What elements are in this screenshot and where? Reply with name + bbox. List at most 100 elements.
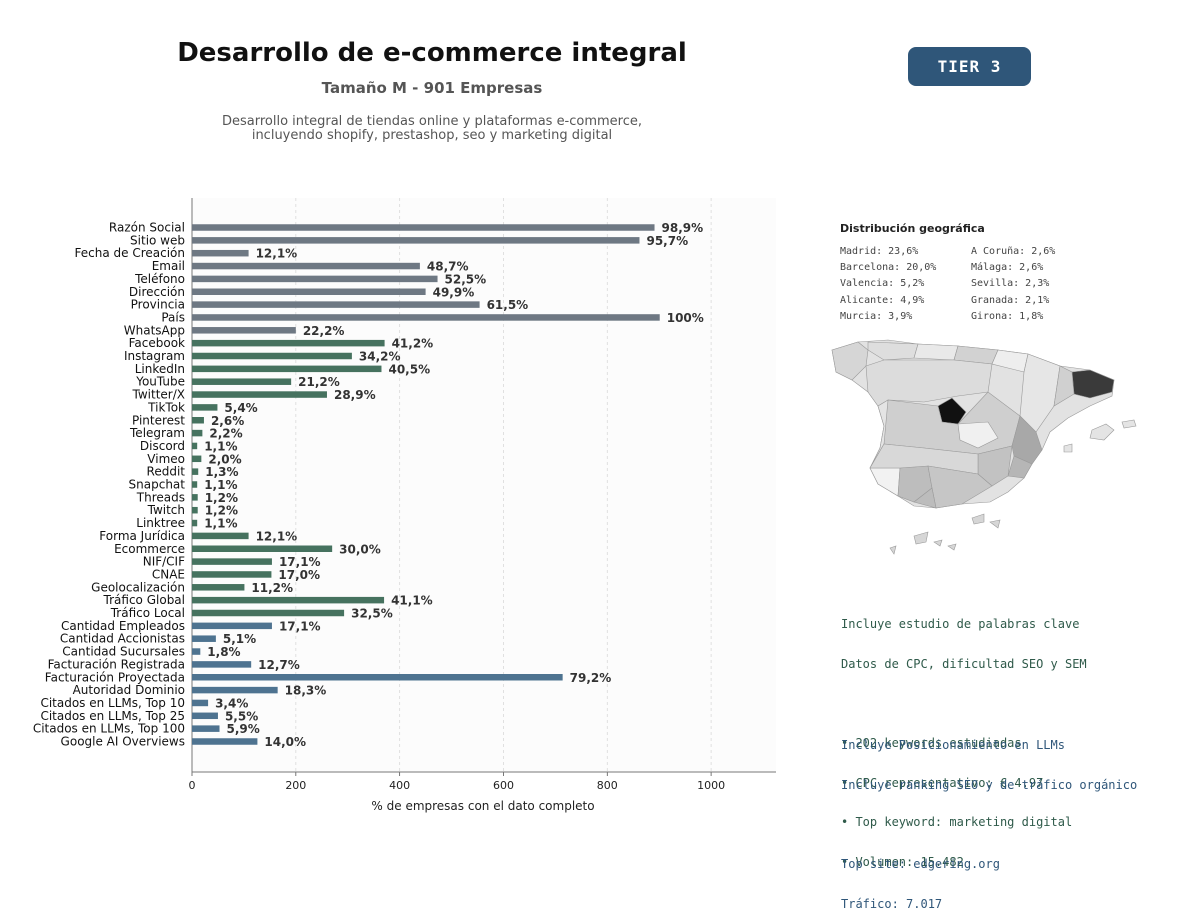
bar [192,481,198,488]
bar [192,442,198,450]
map-region-canarias-1 [971,513,985,525]
y-tick-label: Ecommerce [114,542,185,556]
data-label: 1,2% [205,504,238,518]
x-axis-label: % de empresas con el dato completo [371,799,594,813]
data-label: 14,0% [264,735,306,749]
y-tick-label: Autoridad Dominio [73,683,185,697]
geo-entry: Málaga: 2,6% [971,262,1044,274]
map-region-cantabria [913,343,959,361]
y-tick-label: Cantidad Sucursales [62,645,185,659]
x-tick-label: 0 [189,779,196,792]
bar [192,571,272,578]
description-line-1: Desarrollo integral de tiendas online y … [221,114,643,129]
bar [192,391,327,398]
data-label: 22,2% [303,324,345,338]
data-label: 1,8% [207,645,240,659]
bar [192,686,278,694]
bar [192,584,245,591]
y-tick-label: Reddit [147,465,186,479]
bar [192,404,218,411]
y-tick-label: Cantidad Accionistas [60,632,185,646]
y-tick-label: Google AI Overviews [61,735,185,749]
data-label: 5,5% [225,709,258,723]
map-region-canarias-2 [989,519,1001,529]
map-region-menorca [1121,419,1137,429]
y-tick-label: Teléfono [134,272,185,286]
bar [192,738,258,745]
y-tick-label: NIF/CIF [143,555,185,569]
page-subtitle: Tamaño M - 901 Empresas [321,79,543,97]
y-tick-label: Facebook [129,336,185,350]
seo-box: Incluye Posicionamiento en LLMs Incluye … [841,713,1137,924]
x-tick-label: 1000 [697,779,725,792]
keywords-bullet: • 202 keywords estudiadas [841,736,1022,751]
data-label: 52,5% [445,272,487,286]
data-label: 1,1% [204,517,237,531]
data-label: 34,2% [359,350,401,364]
data-label: 1,1% [204,439,237,453]
map-region-huelva [869,467,901,497]
keywords-bullet: • CPC representativo: € 4.97 [841,775,1044,790]
map-region-canarias-4 [933,539,943,547]
data-label: 17,0% [278,568,320,582]
data-label: 48,7% [427,260,469,274]
geo-entry: Girona: 1,8% [971,310,1044,322]
data-label: 61,5% [487,298,529,312]
bar [192,417,204,424]
y-tick-label: Pinterest [132,413,185,427]
bar [192,519,198,527]
geo-entry: Barcelona: 20,0% [840,262,937,274]
y-tick-label: Forma Jurídica [99,529,185,543]
y-tick-label: LinkedIn [135,362,185,376]
bar [192,365,382,373]
y-tick-label: CNAE [152,567,185,581]
bar [192,596,385,604]
keywords-box: Incluye estudio de palabras clave Datos … [841,592,1087,882]
bar [192,609,345,617]
y-tick-label: Linktree [136,516,185,530]
seo-line-2: Incluye ranking SEO y de tráfico orgánic… [841,778,1138,793]
data-label: 95,7% [646,234,688,248]
bar [192,725,220,732]
bar [192,545,333,552]
data-label: 28,9% [334,388,376,402]
map-region-girona-lleida [1053,365,1075,407]
spain-choropleth-map [831,339,1137,555]
bar [192,468,199,475]
data-label: 98,9% [662,221,704,235]
map-region-ibiza [1063,443,1073,453]
data-label: 17,1% [279,555,321,569]
data-label: 1,3% [205,465,238,479]
data-label: 5,1% [223,632,256,646]
y-tick-label: TikTok [147,400,185,414]
y-tick-label: Citados en LLMs, Top 10 [40,696,185,710]
map-region-canarias-5 [947,543,957,551]
bar [192,712,218,720]
data-label: 41,2% [392,337,434,351]
data-label: 12,1% [256,529,298,543]
y-tick-label: Cantidad Empleados [61,619,185,633]
bar [192,494,198,501]
map-region-castilla-leon [865,359,993,407]
map-region-mallorca [1089,423,1115,441]
geo-entry: Sevilla: 2,3% [971,278,1050,290]
geo-column-1: Madrid: 23,6% Barcelona: 20,0% Valencia:… [840,246,980,327]
y-tick-label: Telegram [129,426,185,440]
y-tick-label: Dirección [129,285,185,299]
bar [192,622,272,630]
bar [192,249,249,257]
x-tick-label: 400 [389,779,410,792]
bar [192,262,420,270]
bar [192,237,640,244]
y-tick-label: Facturación Proyectada [45,670,185,684]
y-tick-label: País [161,310,185,324]
geo-title: Distribución geográfica [840,222,985,235]
y-tick-label: Fecha de Creación [75,246,185,260]
data-label: 2,0% [208,452,241,466]
keywords-bullet: • Volumen: 15.482 [841,854,964,869]
data-label: 3,4% [215,696,248,710]
data-label: 12,7% [258,658,300,672]
map-region-toledo [957,421,999,449]
y-tick-label: Geolocalización [91,580,185,594]
geo-entry: Alicante: 4,9% [840,294,925,306]
